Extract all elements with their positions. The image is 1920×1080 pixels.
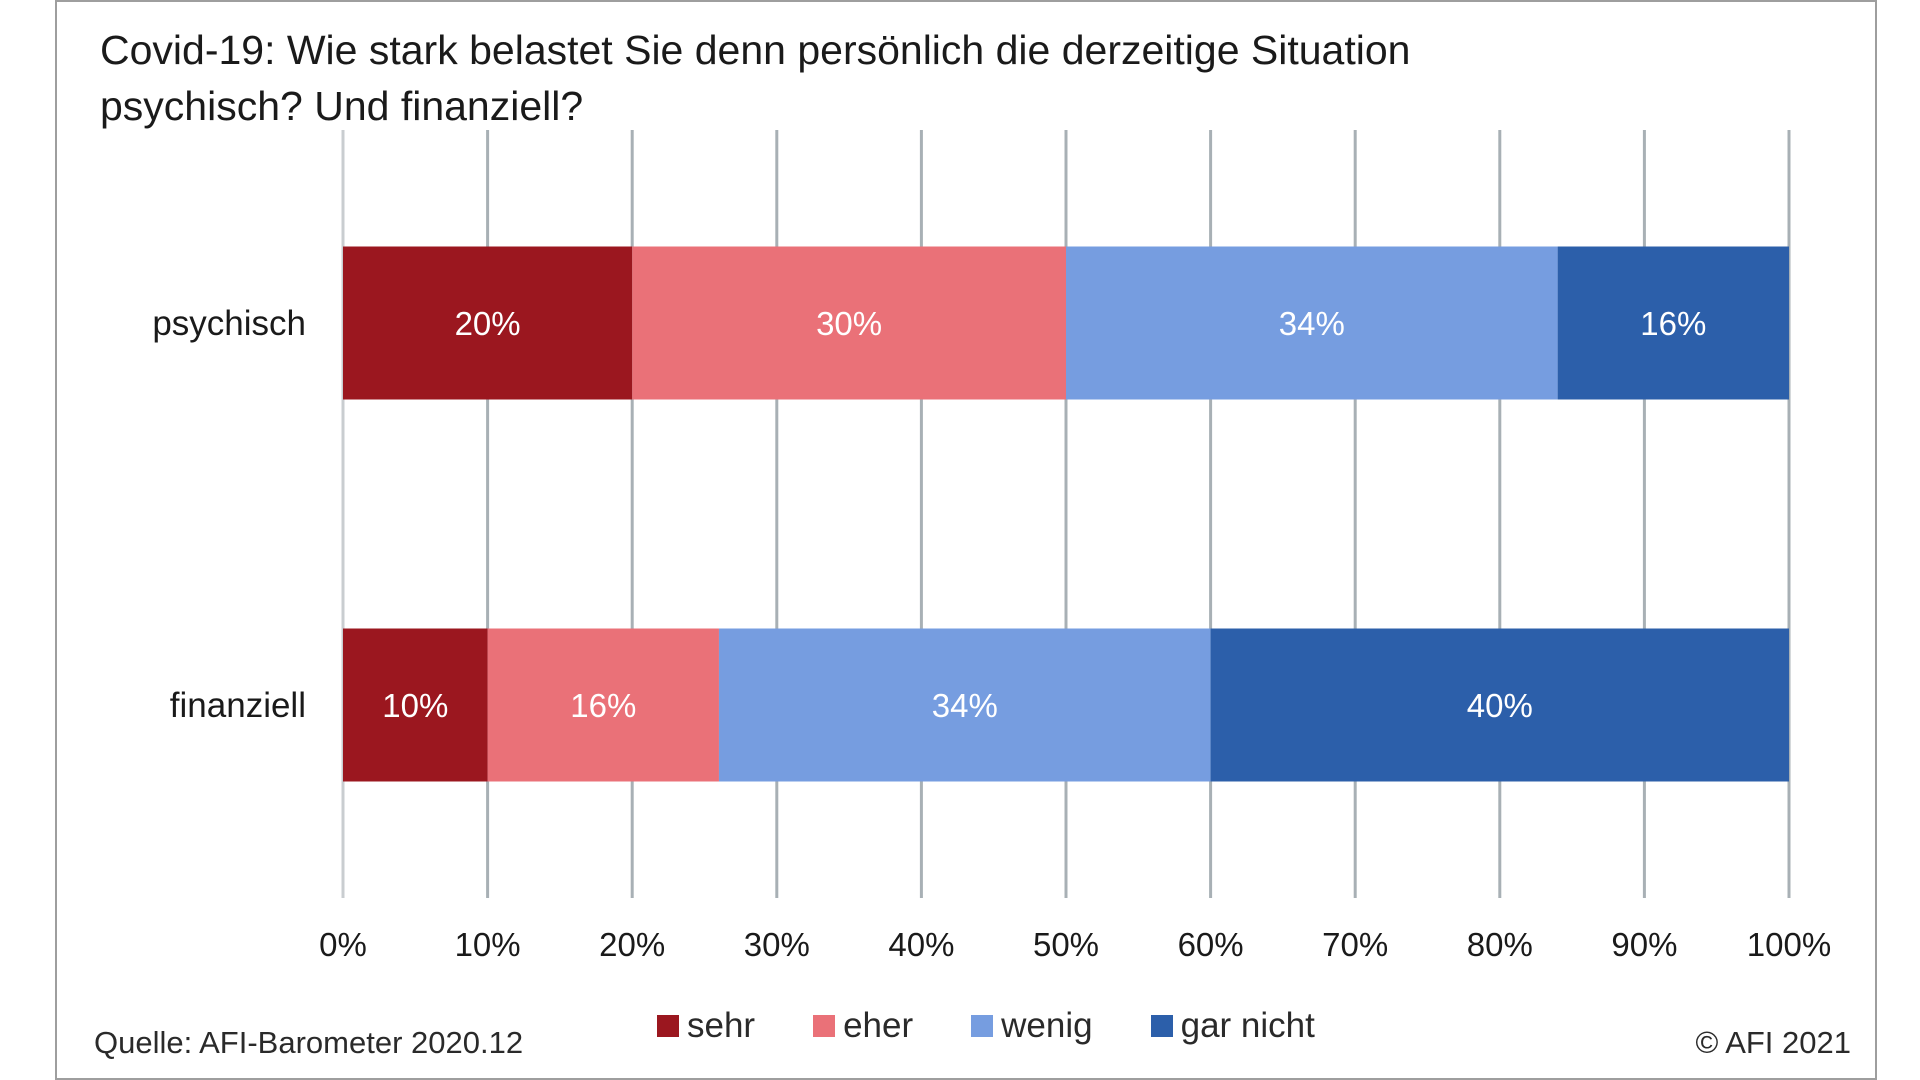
chart-title: Covid-19: Wie stark belastet Sie denn pe… [100, 27, 1411, 129]
x-tick-label: 0% [319, 926, 367, 963]
data-label: 40% [1467, 687, 1533, 724]
legend-label: eher [843, 1006, 914, 1045]
bar-segment [1210, 628, 1789, 782]
category-label: finanziell [170, 686, 306, 725]
x-tick-label: 50% [1033, 926, 1099, 963]
bar-segment [343, 246, 633, 400]
legend-label: wenig [1001, 1006, 1093, 1045]
x-tick-label: 30% [744, 926, 810, 963]
bar-segment [1557, 246, 1789, 400]
bar-segment [487, 628, 719, 782]
legend-item: wenig [971, 1006, 1093, 1046]
data-label: 34% [932, 687, 998, 724]
legend-label: sehr [687, 1006, 756, 1045]
data-label: 30% [816, 305, 882, 342]
data-label: 16% [1640, 305, 1706, 342]
bar-segment [632, 246, 1066, 400]
bar-segment [718, 628, 1211, 782]
legend-swatch [813, 1015, 836, 1037]
data-label: 16% [570, 687, 636, 724]
copyright-note: © AFI 2021 [1695, 1025, 1851, 1060]
legend-item: eher [813, 1006, 913, 1046]
x-tick-label: 60% [1178, 926, 1244, 963]
legend-item: sehr [657, 1006, 755, 1046]
bar-segment [343, 628, 488, 782]
legend-swatch [657, 1015, 679, 1037]
legend-swatch [1150, 1015, 1173, 1037]
data-label: 34% [1279, 305, 1345, 342]
x-tick-label: 10% [455, 926, 521, 963]
x-tick-label: 80% [1467, 926, 1533, 963]
category-label: psychisch [152, 304, 306, 343]
data-label: 20% [455, 305, 521, 342]
bar-segment [1066, 246, 1558, 400]
x-tick-label: 90% [1611, 926, 1677, 963]
legend-swatch [971, 1015, 994, 1037]
chart-legend: sehr eher wenig gar nicht [657, 1003, 1373, 1049]
x-tick-label: 100% [1747, 926, 1831, 963]
x-tick-label: 20% [599, 926, 665, 963]
legend-label: gar nicht [1180, 1006, 1315, 1045]
data-label: 10% [382, 687, 448, 724]
x-tick-label: 40% [888, 926, 954, 963]
legend-item: gar nicht [1150, 1006, 1315, 1046]
source-note: Quelle: AFI-Barometer 2020.12 [94, 1025, 524, 1060]
x-tick-label: 70% [1322, 926, 1388, 963]
